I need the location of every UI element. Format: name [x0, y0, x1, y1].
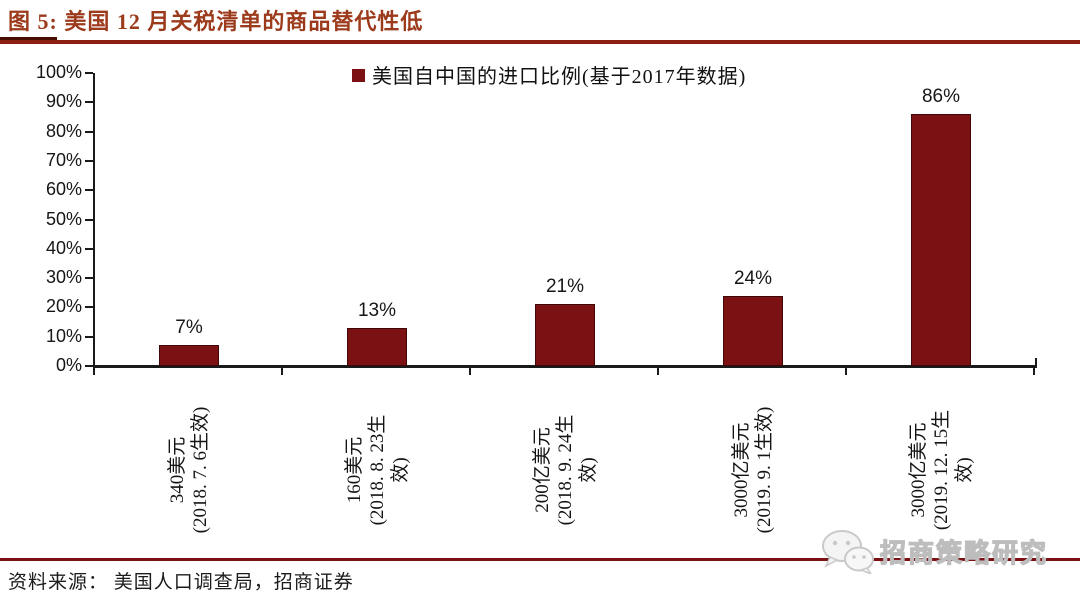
- y-tick-label: 10%: [45, 325, 82, 346]
- x-tick: [657, 367, 659, 375]
- brand-watermark: 招商策略研究: [820, 528, 1048, 574]
- figure-title: 图 5: 美国 12 月关税清单的商品替代性低: [8, 9, 424, 34]
- x-category-label-line: (2018. 9. 24生: [554, 414, 576, 526]
- y-tick: [85, 277, 93, 280]
- bar-value-label: 7%: [175, 317, 203, 339]
- x-category-label-line: (2019. 9. 1生效): [754, 406, 775, 534]
- y-tick: [85, 218, 93, 221]
- y-tick-label: 30%: [45, 267, 82, 288]
- y-tick: [85, 72, 93, 74]
- legend-label: 美国自中国的进口比例(基于2017年数据): [372, 66, 747, 88]
- y-tick-label: 60%: [45, 179, 82, 200]
- y-tick: [85, 335, 93, 338]
- bar: [723, 295, 783, 366]
- bar: [911, 114, 971, 366]
- y-tick-label: 20%: [45, 296, 82, 317]
- x-tick: [1033, 367, 1035, 375]
- x-tick: [281, 367, 283, 375]
- title-rule-accent: [0, 37, 57, 40]
- bar-value-label: 24%: [733, 267, 773, 289]
- y-tick-label: 80%: [45, 120, 82, 141]
- y-tick: [85, 365, 93, 367]
- source-note: 资料来源： 美国人口调查局，招商证券: [8, 572, 354, 593]
- x-category-label-line: 160美元: [343, 436, 365, 504]
- y-tick-label: 70%: [45, 149, 82, 170]
- x-category-label: 3000亿美元 (2019. 12. 15生 效): [905, 390, 977, 550]
- x-tick: [469, 367, 471, 375]
- y-tick: [85, 247, 93, 250]
- y-tick: [85, 159, 93, 162]
- x-tick: [845, 367, 847, 375]
- wechat-logo-icon: [821, 530, 874, 574]
- x-category-label: 160美元 (2018. 8. 23生 效): [341, 390, 413, 550]
- x-category-label: 3000亿美元 (2019. 9. 1生效): [717, 390, 789, 550]
- x-category-label-line: (2019. 12. 15生: [930, 409, 952, 531]
- legend-swatch: [352, 69, 365, 82]
- y-tick-label: 90%: [45, 91, 82, 112]
- footer-rule: [0, 558, 1080, 561]
- bar-value-label: 13%: [357, 299, 397, 321]
- x-category-label-line: (2018. 8. 23生: [366, 414, 388, 526]
- x-category-label-line: 3000亿美元: [907, 422, 929, 518]
- y-tick: [85, 130, 93, 133]
- y-tick-label: 40%: [45, 237, 82, 258]
- y-tick: [85, 189, 93, 192]
- chart-legend: 美国自中国的进口比例(基于2017年数据): [352, 60, 746, 89]
- y-tick: [85, 306, 93, 309]
- y-axis-line: [93, 73, 95, 368]
- title-rule: [0, 40, 1080, 44]
- x-category-label-line: 效): [389, 457, 411, 483]
- x-category-label-line: 340美元: [167, 436, 188, 504]
- y-tick-label: 0%: [55, 355, 82, 375]
- y-tick-label: 100%: [35, 62, 82, 82]
- x-category-label-line: 效): [953, 457, 975, 483]
- bar-value-label: 86%: [921, 86, 961, 108]
- watermark-label: 招商策略研究: [879, 537, 1048, 568]
- bar: [347, 327, 407, 366]
- bar: [159, 345, 219, 366]
- x-tick: [93, 367, 95, 375]
- bar-value-label: 21%: [545, 276, 585, 298]
- x-category-label-line: (2018. 7. 6生效): [190, 406, 211, 534]
- bar: [535, 304, 595, 366]
- x-category-label-line: 3000亿美元: [731, 422, 752, 518]
- x-category-label: 200亿美元 (2018. 9. 24生 效): [529, 390, 601, 550]
- x-category-label-line: 200亿美元: [531, 427, 553, 513]
- x-category-label-line: 效): [577, 457, 599, 483]
- x-category-label: 340美元 (2018. 7. 6生效): [153, 390, 225, 550]
- y-tick: [85, 101, 93, 104]
- x-axis-end-cap: [1035, 358, 1037, 366]
- x-axis-line: [93, 365, 1037, 368]
- y-tick-label: 50%: [45, 208, 82, 229]
